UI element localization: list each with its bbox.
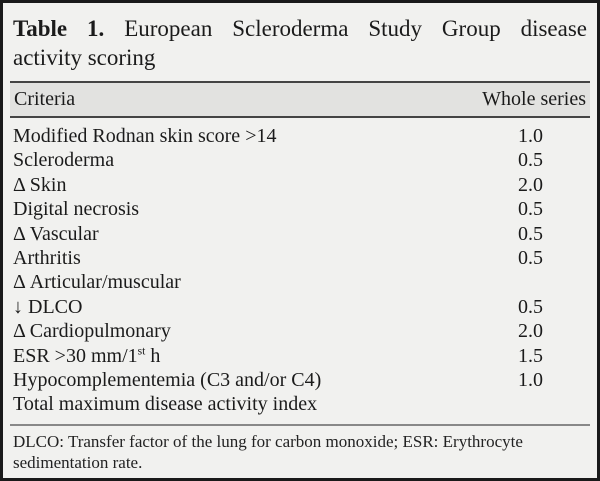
table-row: Δ Skin 2.0 [10, 173, 590, 197]
table-row: Δ Vascular 0.5 [10, 222, 590, 246]
table-title-text: European Scleroderma Study Group disease [124, 16, 588, 41]
row-value: 0.5 [518, 149, 543, 172]
table-footnote: DLCO: Transfer factor of the lung for ca… [13, 431, 523, 472]
table-title: Table 1. European Scleroderma Study Grou… [13, 14, 587, 72]
table-row: Scleroderma 0.5 [10, 148, 590, 172]
row-value: 0.5 [518, 222, 543, 245]
table-row: Modified Rodnan skin score >14 1.0 [10, 124, 590, 148]
header-criteria: Criteria [14, 88, 76, 110]
table-row: Arthritis 0.5 [10, 246, 590, 270]
row-value: 0.5 [518, 198, 543, 221]
table-row: Δ Articular/muscular [10, 270, 590, 294]
row-value: 2.0 [518, 173, 543, 196]
row-label: ↓ DLCO [13, 295, 83, 318]
row-value [500, 392, 590, 416]
table-row: Digital necrosis 0.5 [10, 197, 590, 221]
table-row: Hypocomplementemia (C3 and/or C4) 1.0 [10, 368, 590, 392]
header-whole-series: Whole series [482, 88, 586, 110]
table-body: Modified Rodnan skin score >14 1.0 Sclerod… [10, 124, 590, 417]
row-value: 0.5 [518, 295, 543, 318]
table-title-line2: activity scoring [13, 45, 156, 70]
row-label: Modified Rodnan skin score >14 [13, 125, 277, 147]
row-label: Digital necrosis [13, 198, 140, 221]
row-value [500, 270, 590, 294]
row-label: Hypocomplementemia (C3 and/or C4) [13, 368, 322, 391]
row-label: Δ Cardiopulmonary [13, 320, 171, 343]
row-value: 0.5 [518, 246, 543, 269]
row-label: ESR >30 mm/1st h [13, 343, 161, 367]
row-value: 1.0 [518, 368, 543, 391]
row-label: Δ Vascular [13, 222, 99, 245]
table-number-label: Table 1. [13, 16, 105, 41]
table-title-line1: Table 1. European Scleroderma Study Grou… [13, 14, 587, 43]
row-value: 2.0 [518, 320, 543, 343]
row-label: Δ Articular/muscular [13, 271, 181, 294]
row-label: Δ Skin [13, 173, 67, 196]
table-header-row: Criteria Whole series [10, 81, 590, 118]
row-label: Scleroderma [13, 149, 115, 172]
table-row: ↓ DLCO 0.5 [10, 295, 590, 319]
table-row: ESR >30 mm/1st h 1.5 [10, 344, 590, 368]
row-label: Arthritis [13, 246, 81, 269]
row-label: Total maximum disease activity index [13, 393, 318, 416]
row-value: 1.5 [518, 344, 543, 367]
table-row: Δ Cardiopulmonary 2.0 [10, 319, 590, 343]
table-row: Total maximum disease activity index [10, 392, 590, 416]
footnote-divider [10, 423, 590, 426]
row-value: 1.0 [518, 125, 543, 147]
